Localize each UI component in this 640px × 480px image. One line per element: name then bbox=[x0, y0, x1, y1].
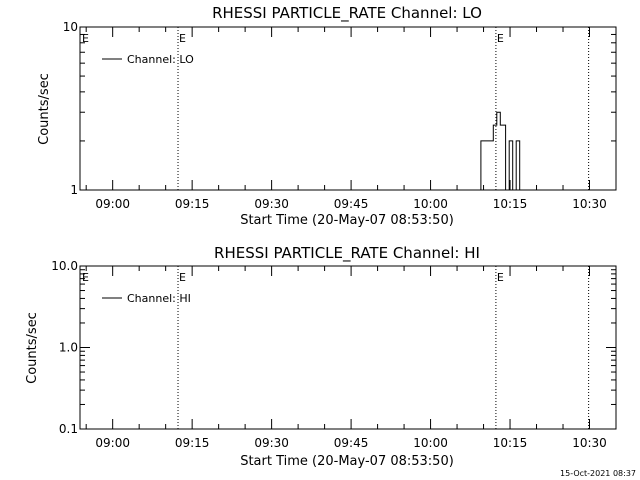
x-tick-label: 10:00 bbox=[413, 436, 448, 450]
y-tick-label: 1 bbox=[70, 183, 78, 197]
x-tick-label: 09:15 bbox=[175, 436, 210, 450]
y-tick-label: 10.0 bbox=[51, 259, 78, 273]
x-tick-label: 09:00 bbox=[95, 436, 130, 450]
x-axis-label: Start Time (20-May-07 08:53:50) bbox=[240, 213, 454, 228]
legend-entry: Channel: HI bbox=[127, 292, 191, 305]
x-tick-label: 09:45 bbox=[334, 197, 369, 211]
chart-panel-lo: RHESSI PARTICLE_RATE Channel: LO Counts/… bbox=[37, 4, 617, 228]
y-tick-label: 10 bbox=[63, 20, 78, 34]
x-tick-label: 10:30 bbox=[572, 436, 607, 450]
x-tick-label: 09:15 bbox=[175, 197, 210, 211]
marker-label: E bbox=[82, 271, 89, 284]
footer-timestamp: 15-Oct-2021 08:37 bbox=[560, 469, 636, 478]
legend-entry: Channel: LO bbox=[127, 53, 194, 66]
series-line-channel-lo bbox=[80, 111, 616, 191]
x-tick-label: 10:30 bbox=[572, 197, 607, 211]
x-tick-label: 09:30 bbox=[254, 197, 289, 211]
marker-label: E bbox=[82, 32, 89, 45]
x-tick-label: 10:15 bbox=[493, 197, 528, 211]
chart-panel-hi: RHESSI PARTICLE_RATE Channel: HI Counts/… bbox=[25, 244, 617, 469]
x-tick-label: 10:00 bbox=[413, 197, 448, 211]
chart-title: RHESSI PARTICLE_RATE Channel: LO bbox=[212, 4, 482, 23]
x-tick-label: 09:45 bbox=[334, 436, 369, 450]
x-tick-label: 09:30 bbox=[254, 436, 289, 450]
y-tick-label: 0.1 bbox=[59, 422, 78, 436]
marker-label: E bbox=[179, 32, 186, 45]
marker-label: E bbox=[179, 271, 186, 284]
y-axis-label: Counts/sec bbox=[25, 312, 40, 384]
x-tick-label: 10:15 bbox=[493, 436, 528, 450]
marker-label: E bbox=[497, 32, 504, 45]
marker-label: E bbox=[497, 271, 504, 284]
y-axis-label: Counts/sec bbox=[37, 73, 52, 145]
x-axis-label: Start Time (20-May-07 08:53:50) bbox=[240, 454, 454, 469]
y-tick-label: 1.0 bbox=[59, 341, 78, 355]
x-tick-label: 09:00 bbox=[95, 197, 130, 211]
chart-title: RHESSI PARTICLE_RATE Channel: HI bbox=[214, 244, 480, 263]
